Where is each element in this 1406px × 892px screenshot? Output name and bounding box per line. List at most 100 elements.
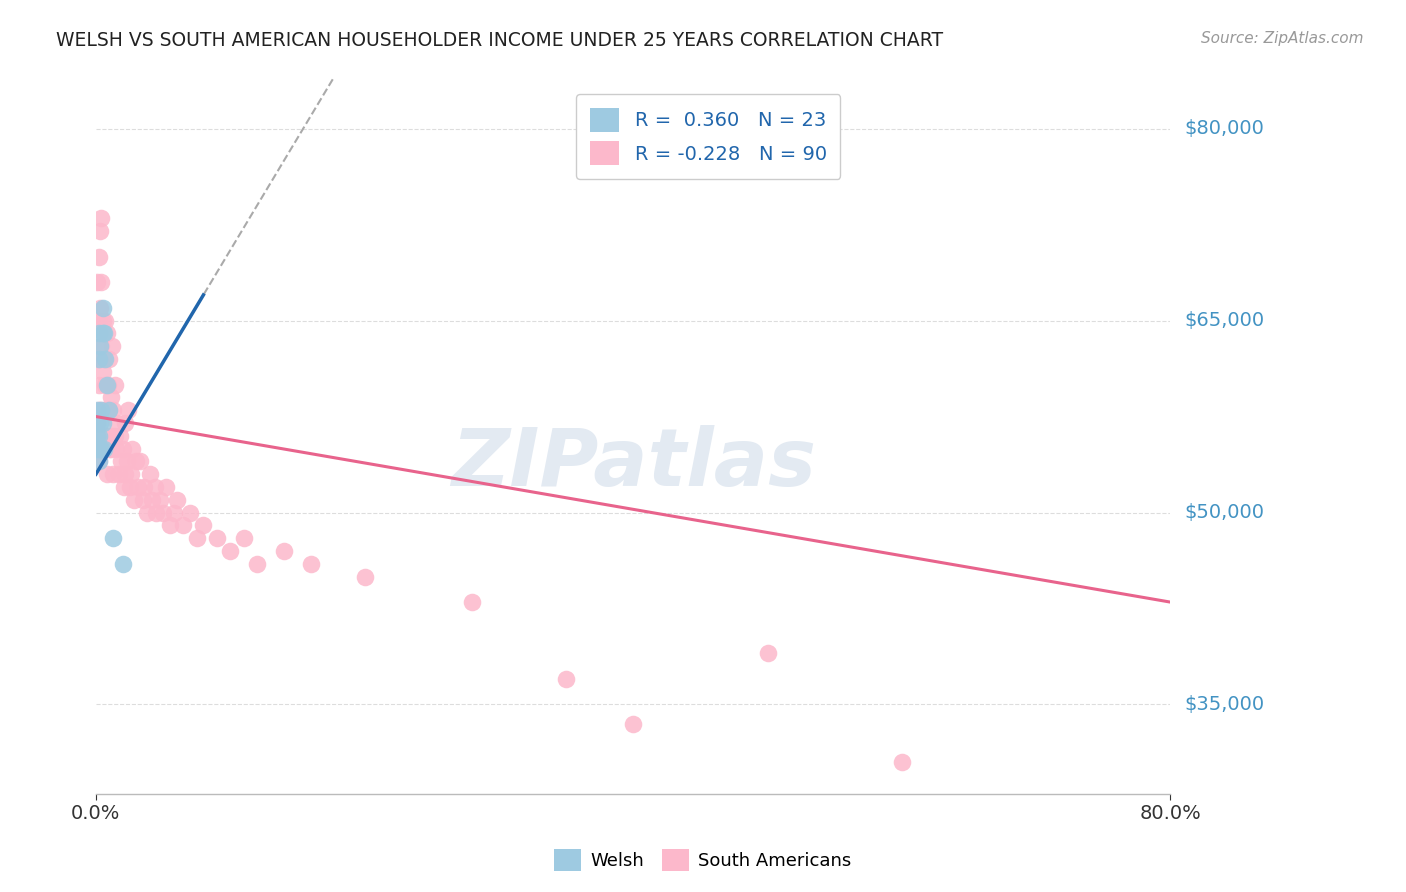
Point [86, 403, 108, 417]
Point [89, 416, 111, 430]
Point [103, 403, 125, 417]
Point [273, 544, 295, 558]
Point [98, 351, 121, 366]
Point [193, 518, 215, 533]
Point [138, 467, 160, 482]
Point [125, 454, 148, 468]
Point [179, 506, 201, 520]
Point [91, 442, 114, 456]
Point [87, 454, 110, 468]
Point [101, 339, 124, 353]
Point [105, 442, 128, 456]
Text: $50,000: $50,000 [1184, 503, 1264, 522]
Point [87, 313, 110, 327]
Text: $65,000: $65,000 [1184, 311, 1264, 330]
Point [93, 326, 115, 341]
Point [186, 531, 208, 545]
Point [86, 442, 108, 456]
Text: $35,000: $35,000 [1184, 695, 1264, 714]
Point [87, 403, 110, 417]
Point [90, 275, 112, 289]
Point [172, 518, 194, 533]
Point [118, 480, 141, 494]
Point [104, 377, 127, 392]
Point [756, 646, 779, 660]
Point [97, 429, 120, 443]
Point [107, 416, 129, 430]
Point [117, 403, 139, 417]
Point [91, 416, 114, 430]
Point [90, 211, 112, 226]
Point [94, 313, 117, 327]
Point [115, 454, 138, 468]
Text: WELSH VS SOUTH AMERICAN HOUSEHOLDER INCOME UNDER 25 YEARS CORRELATION CHART: WELSH VS SOUTH AMERICAN HOUSEHOLDER INCO… [56, 31, 943, 50]
Point [86, 275, 108, 289]
Point [461, 595, 484, 609]
Point [91, 365, 114, 379]
Point [90, 403, 112, 417]
Point [98, 403, 121, 417]
Point [121, 442, 143, 456]
Point [86, 351, 108, 366]
Point [94, 377, 117, 392]
Point [163, 506, 186, 520]
Point [97, 377, 120, 392]
Text: $80,000: $80,000 [1184, 120, 1264, 138]
Point [98, 403, 121, 417]
Point [232, 531, 254, 545]
Point [91, 429, 114, 443]
Text: Source: ZipAtlas.com: Source: ZipAtlas.com [1201, 31, 1364, 46]
Point [91, 301, 114, 315]
Point [145, 506, 167, 520]
Point [108, 429, 131, 443]
Point [246, 557, 269, 571]
Point [89, 339, 111, 353]
Point [353, 569, 375, 583]
Point [111, 557, 134, 571]
Point [555, 672, 578, 686]
Point [98, 442, 121, 456]
Point [141, 492, 163, 507]
Point [103, 531, 125, 545]
Point [89, 224, 111, 238]
Point [96, 377, 118, 392]
Point [86, 442, 108, 456]
Point [101, 429, 124, 443]
Point [104, 429, 127, 443]
Point [89, 403, 111, 417]
Point [107, 467, 129, 482]
Point [166, 492, 188, 507]
Point [621, 716, 644, 731]
Point [93, 403, 115, 417]
Point [91, 326, 114, 341]
Point [114, 416, 136, 430]
Point [90, 442, 112, 456]
Point [86, 416, 108, 430]
Point [159, 518, 181, 533]
Point [86, 416, 108, 430]
Point [89, 351, 111, 366]
Point [100, 442, 122, 456]
Point [120, 467, 142, 482]
Text: ZIPatlas: ZIPatlas [451, 425, 815, 503]
Point [93, 351, 115, 366]
Point [94, 429, 117, 443]
Point [94, 351, 117, 366]
Point [136, 506, 159, 520]
Point [127, 480, 149, 494]
Point [87, 377, 110, 392]
Point [87, 250, 110, 264]
Point [134, 480, 156, 494]
Point [87, 351, 110, 366]
Point [89, 301, 111, 315]
Point [93, 442, 115, 456]
Point [129, 454, 152, 468]
Point [114, 467, 136, 482]
Point [89, 442, 111, 456]
Point [205, 531, 228, 545]
Legend: R =  0.360   N = 23, R = -0.228   N = 90: R = 0.360 N = 23, R = -0.228 N = 90 [576, 95, 841, 178]
Point [87, 429, 110, 443]
Point [87, 454, 110, 468]
Point [219, 544, 242, 558]
Point [890, 755, 912, 769]
